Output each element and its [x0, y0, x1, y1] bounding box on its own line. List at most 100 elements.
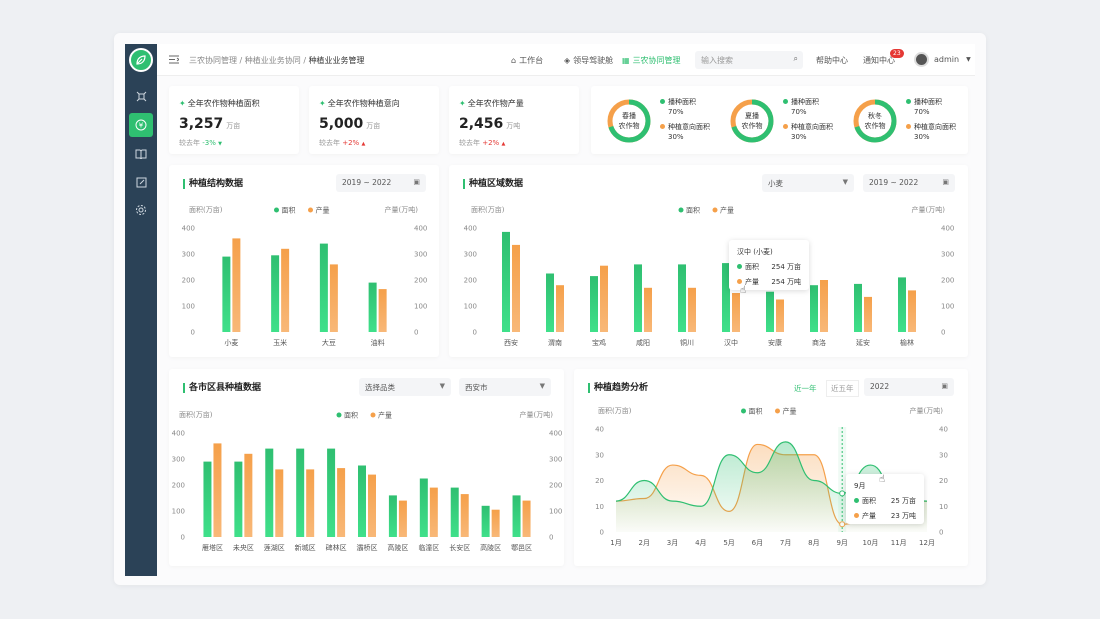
nav-cockpit[interactable]: ◈ 领导驾驶舱: [564, 56, 614, 65]
leaf-logo-icon[interactable]: [129, 48, 153, 72]
legend-area: 面积: [344, 411, 358, 420]
donut-label: 春播 农作物: [618, 112, 640, 130]
book-icon[interactable]: [129, 141, 153, 165]
settings-icon[interactable]: [129, 198, 153, 222]
y-tick-label: 200: [182, 277, 195, 285]
year-picker[interactable]: 2022 ▣: [864, 378, 954, 396]
bar-area: [546, 273, 554, 332]
donut-arc: [853, 99, 897, 143]
bar-yield: [732, 293, 740, 332]
nav-agri-management[interactable]: ▦ 三农协同管理: [622, 56, 681, 65]
bar-area: [271, 255, 280, 332]
user-menu[interactable]: admin ▼: [934, 55, 971, 64]
section-title: 种植结构数据: [183, 179, 243, 189]
y-axis-label: 面积(万亩): [189, 205, 223, 214]
y2-tick-label: 300: [549, 456, 562, 464]
x-tick-label: 油料: [371, 338, 385, 347]
x-tick-label: 西安: [504, 338, 518, 347]
kpi-value: 2,456 万吨: [459, 116, 521, 132]
x-tick-label: 铜川: [680, 338, 694, 347]
bar-area: [722, 263, 730, 332]
bar-yield: [329, 264, 338, 332]
legend-dot: [741, 408, 746, 414]
y2-tick-label: 0: [549, 534, 553, 542]
search-icon[interactable]: ⌕: [793, 54, 798, 63]
bar-area: [502, 231, 510, 332]
date-range-picker[interactable]: 2019 ~ 2022 ▣: [336, 174, 426, 192]
topbar: 三农协同管理 / 种植业业务协同 / 种植业业务管理 ⌂ 工作台 ◈ 领导驾驶舱 ▦…: [157, 44, 975, 76]
y-tick-label: 300: [172, 456, 185, 464]
bar-area: [898, 277, 906, 332]
breadcrumb: 三农协同管理 / 种植业业务协同 / 种植业业务管理: [189, 56, 365, 65]
bar-yield: [522, 500, 531, 537]
bar-yield: [556, 285, 564, 332]
legend-dot: [274, 207, 279, 213]
breadcrumb-item[interactable]: 种植业业务协同: [244, 56, 301, 65]
x-tick-label: 灞桥区: [357, 543, 378, 552]
help-center-link[interactable]: 帮助中心: [816, 56, 848, 65]
date-range-picker[interactable]: 2019 ~ 2022 ▣: [863, 174, 955, 192]
menu-toggle-icon[interactable]: [169, 55, 180, 67]
x-tick-label: 莲湖区: [264, 543, 285, 552]
kpi-title: 全年农作物产量: [459, 98, 524, 109]
bar-area: [222, 256, 231, 332]
bar-yield: [460, 494, 469, 537]
x-tick-label: 5月: [723, 539, 734, 547]
y2-tick-label: 40: [939, 426, 948, 434]
bar-yield: [776, 299, 784, 332]
dollar-icon[interactable]: ¥: [129, 113, 153, 137]
y2-axis-label: 产量(万吨): [910, 406, 944, 415]
cursor-icon: ☝: [879, 474, 886, 485]
bar-yield: [908, 290, 916, 332]
bar-area: [203, 461, 212, 537]
x-tick-label: 12月: [919, 539, 935, 547]
sidebar: ¥: [125, 44, 157, 576]
bar-yield: [688, 287, 696, 332]
notification-center-link[interactable]: 通知中心: [863, 56, 895, 65]
legend-dot: [712, 207, 718, 213]
bar-yield: [491, 509, 500, 537]
kpi-value: 5,000 万亩: [319, 116, 381, 132]
y2-tick-label: 100: [414, 303, 427, 311]
bar-yield: [398, 500, 407, 537]
crop-select[interactable]: 小麦 ▼: [762, 174, 854, 192]
tab-last-year[interactable]: 近一年: [794, 384, 817, 393]
x-tick-label: 商洛: [812, 338, 826, 347]
x-tick-label: 安康: [768, 338, 782, 347]
breadcrumb-item[interactable]: 三农协同管理: [189, 56, 237, 65]
x-tick-label: 未央区: [233, 543, 254, 552]
y2-tick-label: 400: [549, 430, 562, 438]
avatar[interactable]: [914, 52, 929, 67]
search-input[interactable]: 输入搜索 ⌕: [695, 51, 803, 69]
y-tick-label: 0: [191, 329, 195, 337]
donut-chart: [607, 99, 651, 143]
bar-area: [368, 282, 377, 332]
x-tick-label: 榆林: [900, 338, 914, 347]
x-tick-label: 8月: [808, 539, 819, 547]
legend-yield: 产量: [316, 206, 330, 215]
x-tick-label: 1月: [610, 539, 621, 547]
y2-tick-label: 0: [939, 529, 943, 537]
y-tick-label: 300: [464, 251, 477, 259]
x-tick-label: 9月: [836, 539, 847, 547]
donut-arc: [607, 99, 651, 143]
y2-tick-label: 0: [414, 329, 418, 337]
bar-yield: [378, 289, 387, 332]
edit-icon[interactable]: [129, 170, 153, 194]
kpi-title: 全年农作物种植意向: [319, 98, 400, 109]
bar-yield: [820, 280, 828, 332]
command-icon[interactable]: [129, 84, 153, 108]
city-select[interactable]: 西安市 ▼: [459, 378, 551, 396]
legend-area: 面积: [282, 206, 296, 215]
tab-last-five-years[interactable]: 近五年: [826, 380, 859, 397]
home-icon: ⌂: [511, 56, 517, 65]
y2-axis-label: 产量(万吨): [912, 205, 946, 214]
category-select[interactable]: 选择品类 ▼: [359, 378, 451, 396]
structure-card: 种植结构数据 2019 ~ 2022 ▣ 面积(万亩) 产量(万吨) 面积 产量 400 4…: [169, 165, 439, 357]
x-tick-label: 新城区: [295, 543, 316, 552]
x-tick-label: 2月: [639, 539, 650, 547]
nav-workbench[interactable]: ⌂ 工作台: [511, 56, 544, 65]
x-tick-label: 汉中: [724, 338, 738, 347]
bar-yield: [281, 248, 290, 332]
